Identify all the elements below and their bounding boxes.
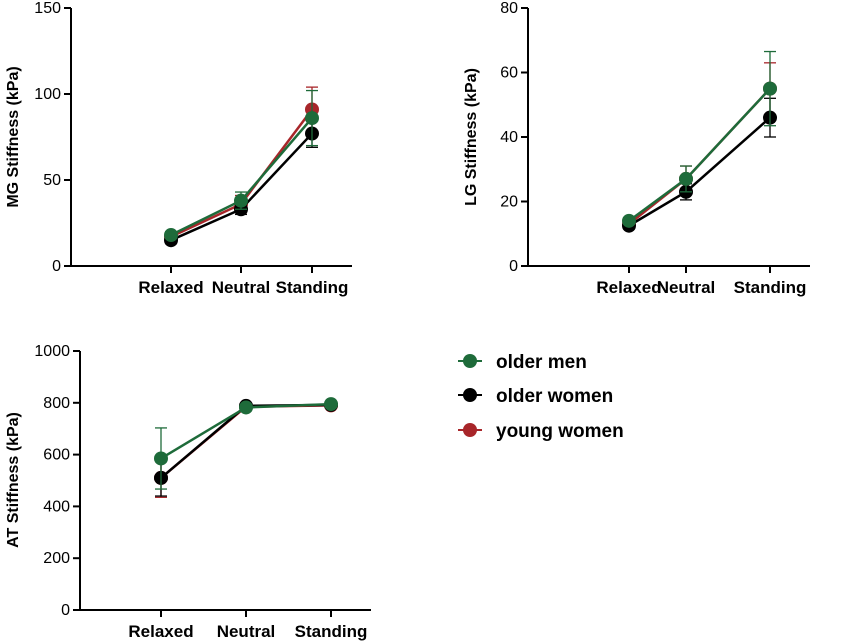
legend-item-young-women: young women — [458, 421, 624, 442]
legend: older men older women young women — [458, 352, 624, 442]
y-tick-label: 0 — [509, 258, 518, 275]
y-tick-label: 600 — [43, 447, 70, 464]
series-young-women — [164, 86, 319, 244]
x-tick-label: Neutral — [217, 622, 276, 641]
series-line — [170, 108, 313, 238]
data-point — [154, 451, 168, 466]
x-tick-label: Standing — [734, 278, 807, 297]
series-line — [160, 403, 332, 479]
y-tick-label: 100 — [34, 86, 61, 103]
chart-mg: 0 50 100 150 Relaxed Neutral Standing MG Stiffn… — [5, 0, 352, 297]
legend-label-older-men: older men — [496, 352, 587, 373]
y-tick-label: 80 — [500, 0, 518, 17]
legend-marker-young-women — [463, 423, 477, 437]
legend-item-older-women: older women — [458, 386, 613, 407]
y-tick-label: 150 — [34, 0, 61, 17]
y-tick-label: 400 — [43, 498, 70, 515]
data-point — [679, 171, 693, 186]
legend-label-young-women: young women — [496, 421, 624, 442]
y-tick-label: 40 — [500, 129, 518, 146]
data-point — [234, 193, 248, 208]
y-tick-label: 800 — [43, 395, 70, 412]
data-point — [622, 213, 636, 228]
x-tick-label: Neutral — [657, 278, 716, 297]
y-tick-label: 20 — [500, 194, 518, 211]
y-tick-label: 0 — [52, 258, 61, 275]
series-young-women — [622, 62, 777, 232]
data-point — [763, 81, 777, 96]
y-tick-label: 50 — [43, 172, 61, 189]
series-line — [160, 404, 332, 479]
series-line — [628, 87, 771, 222]
legend-marker-older-women — [463, 388, 477, 402]
y-tick-label: 200 — [43, 550, 70, 567]
x-tick-label: Neutral — [212, 278, 271, 297]
chart-at: 0 200 400 600 800 1000 Relaxed Neutral Standing A… — [5, 343, 371, 641]
series-line — [628, 116, 771, 227]
legend-item-older-men: older men — [458, 352, 587, 373]
x-tick-label: Relaxed — [138, 278, 203, 297]
data-point — [324, 397, 338, 412]
y-axis-title: MG Stiffness (kPa) — [5, 66, 22, 207]
series-older-men — [164, 89, 319, 243]
legend-marker-older-men — [463, 354, 477, 368]
x-tick-label: Standing — [276, 278, 349, 297]
data-point — [164, 228, 178, 243]
series-older-men — [154, 397, 338, 490]
x-tick-label: Relaxed — [128, 622, 193, 641]
x-tick-label: Relaxed — [596, 278, 661, 297]
data-point — [239, 400, 253, 415]
legend-label-older-women: older women — [496, 386, 613, 407]
x-tick-label: Standing — [295, 622, 368, 641]
y-axis-title: AT Stiffness (kPa) — [5, 412, 22, 548]
data-point — [305, 111, 319, 126]
y-tick-label: 60 — [500, 65, 518, 82]
y-axis-title: LG Stiffness (kPa) — [463, 68, 480, 206]
series-older-men — [622, 50, 777, 228]
y-tick-label: 0 — [61, 602, 70, 619]
y-tick-label: 1000 — [34, 343, 70, 360]
